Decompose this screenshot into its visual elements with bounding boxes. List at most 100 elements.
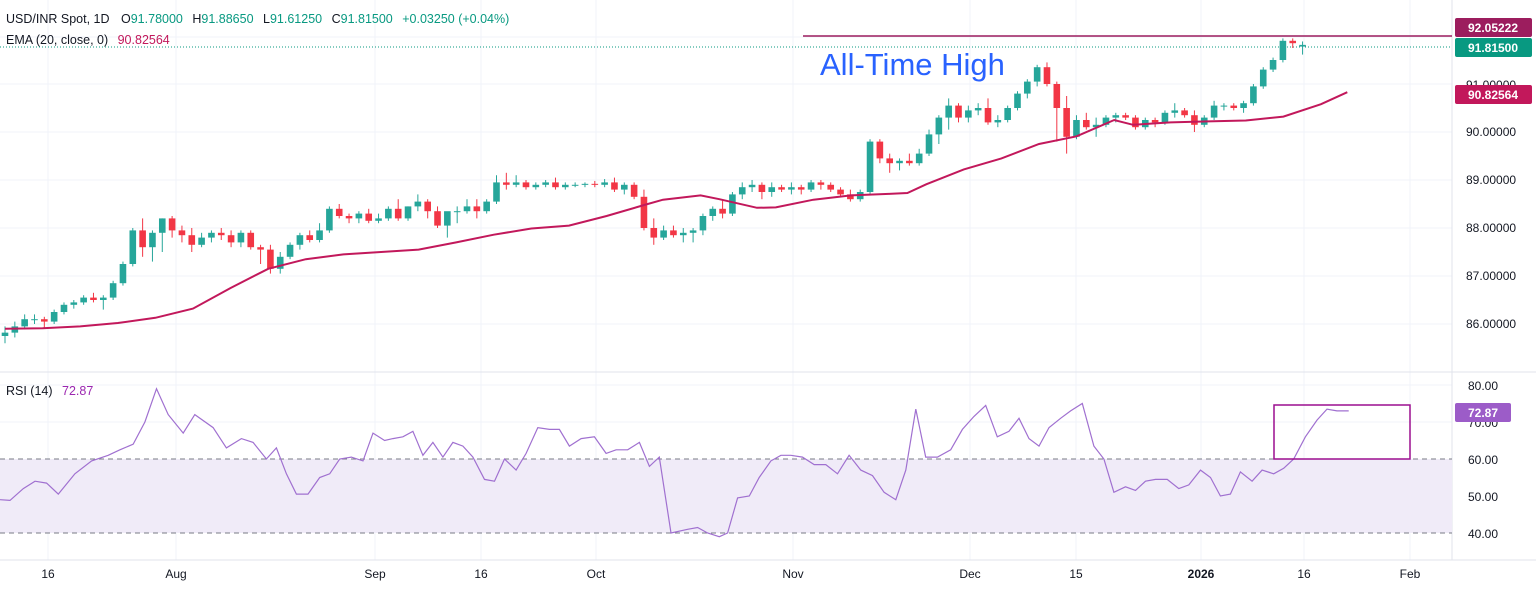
candle-body[interactable] — [562, 184, 569, 188]
candle-body[interactable] — [306, 235, 314, 240]
candle-body[interactable] — [286, 244, 294, 257]
candle-body[interactable] — [709, 208, 717, 216]
candle-body[interactable] — [994, 120, 1002, 123]
candle-body[interactable] — [1102, 117, 1110, 125]
candle-body[interactable] — [581, 183, 589, 185]
candle-body[interactable] — [591, 183, 599, 185]
candle-body[interactable] — [41, 319, 48, 322]
candle-body[interactable] — [984, 108, 992, 123]
candle-body[interactable] — [158, 218, 166, 233]
candle-body[interactable] — [296, 235, 304, 245]
candle-body[interactable] — [453, 211, 461, 213]
candle-body[interactable] — [109, 283, 117, 298]
candle-body[interactable] — [974, 108, 982, 111]
candle-body[interactable] — [1122, 115, 1129, 118]
candle-body[interactable] — [335, 208, 343, 216]
candle-body[interactable] — [1191, 115, 1198, 125]
candle-body[interactable] — [1004, 108, 1011, 120]
candle-body[interactable] — [1053, 84, 1061, 108]
candle-body[interactable] — [1112, 115, 1120, 118]
candle-body[interactable] — [837, 189, 844, 195]
candle-body[interactable] — [866, 141, 874, 192]
candle-body[interactable] — [1024, 81, 1031, 94]
candle-body[interactable] — [1250, 86, 1257, 104]
candle-body[interactable] — [965, 110, 972, 118]
candle-body[interactable] — [915, 153, 923, 164]
candle-body[interactable] — [748, 184, 756, 188]
candle-body[interactable] — [149, 232, 156, 248]
candle-body[interactable] — [493, 182, 500, 202]
candle-body[interactable] — [345, 216, 353, 219]
candle-body[interactable] — [483, 201, 490, 212]
candle-body[interactable] — [886, 158, 893, 164]
candle-body[interactable] — [326, 208, 333, 231]
candle-body[interactable] — [1, 332, 9, 336]
candle-body[interactable] — [1181, 110, 1188, 116]
candle-body[interactable] — [1063, 108, 1070, 137]
candle-body[interactable] — [896, 160, 903, 164]
candle-body[interactable] — [21, 319, 28, 327]
candle-body[interactable] — [650, 228, 658, 238]
candle-body[interactable] — [1073, 120, 1080, 137]
candle-body[interactable] — [1210, 105, 1218, 118]
candle-body[interactable] — [365, 213, 373, 221]
candle-body[interactable] — [797, 187, 805, 190]
candle-body[interactable] — [817, 182, 825, 185]
candle-body[interactable] — [571, 184, 579, 186]
candle-body[interactable] — [217, 232, 225, 236]
candle-body[interactable] — [827, 184, 835, 190]
candle-body[interactable] — [542, 182, 549, 185]
candle-body[interactable] — [434, 211, 441, 226]
candle-body[interactable] — [257, 247, 264, 250]
candle-body[interactable] — [1240, 103, 1247, 108]
candle-body[interactable] — [719, 208, 726, 214]
candle-body[interactable] — [70, 302, 78, 305]
candle-body[interactable] — [1161, 112, 1169, 123]
candle-body[interactable] — [1132, 117, 1139, 128]
candle-body[interactable] — [729, 194, 736, 214]
candle-body[interactable] — [1171, 110, 1179, 113]
candle-body[interactable] — [198, 237, 205, 245]
candle-body[interactable] — [473, 206, 481, 212]
candle-body[interactable] — [1033, 67, 1041, 82]
candle-body[interactable] — [925, 134, 933, 154]
candle-body[interactable] — [620, 184, 628, 190]
candle-body[interactable] — [404, 206, 412, 219]
time-axis[interactable]: 16 Aug Sep 16 Oct Nov Dec 15 2026 16 Feb — [41, 567, 1420, 581]
candle-body[interactable] — [778, 187, 785, 190]
candle-body[interactable] — [699, 216, 707, 231]
candle-body[interactable] — [168, 218, 176, 231]
candle-body[interactable] — [50, 312, 58, 322]
candle-body[interactable] — [80, 297, 87, 303]
candle-body[interactable] — [316, 230, 323, 240]
price-axis[interactable]: 86.00000 87.00000 88.00000 89.00000 90.0… — [1466, 78, 1516, 331]
candle-body[interactable] — [1043, 67, 1051, 84]
candle-body[interactable] — [1092, 124, 1100, 128]
candle-body[interactable] — [670, 230, 677, 236]
candle-body[interactable] — [601, 182, 608, 185]
candle-body[interactable] — [1289, 40, 1297, 44]
candle-body[interactable] — [679, 232, 687, 236]
rsi-axis[interactable]: 80.00 70.00 60.00 50.00 40.00 72.87 — [1455, 379, 1511, 541]
candle-body[interactable] — [1083, 120, 1090, 128]
candle-body[interactable] — [355, 213, 363, 219]
candle-body[interactable] — [689, 230, 697, 233]
candle-body[interactable] — [522, 182, 530, 188]
candle-body[interactable] — [119, 264, 127, 284]
candle-body[interactable] — [906, 160, 913, 164]
candle-body[interactable] — [503, 182, 510, 185]
candle-body[interactable] — [660, 230, 667, 238]
candle-body[interactable] — [1014, 93, 1021, 108]
candle-body[interactable] — [188, 235, 196, 245]
candle-body[interactable] — [31, 319, 38, 321]
candle-body[interactable] — [237, 232, 245, 243]
candle-body[interactable] — [945, 105, 952, 118]
candle-body[interactable] — [1230, 105, 1238, 108]
candle-body[interactable] — [1259, 69, 1267, 87]
candle-body[interactable] — [738, 187, 746, 195]
candle-body[interactable] — [276, 256, 284, 269]
candle-body[interactable] — [100, 297, 107, 300]
candle-body[interactable] — [1269, 60, 1277, 70]
